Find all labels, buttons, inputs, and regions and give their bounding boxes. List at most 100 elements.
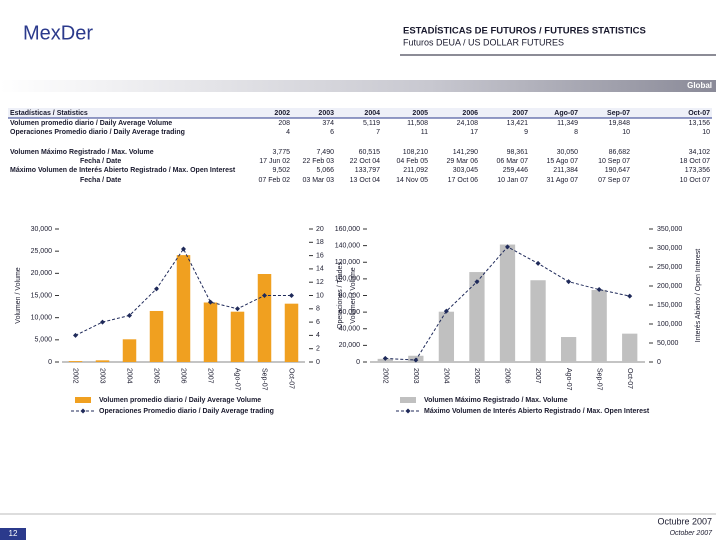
legend-label: Volumen promedio diario / Daily Average … [99, 397, 261, 404]
y-tick-label: 20,000 [31, 270, 53, 277]
bar [622, 333, 638, 362]
band-label: Global [687, 81, 712, 90]
y2-tick-label: 4 [316, 332, 320, 339]
line-marker [505, 244, 510, 250]
table-cell: 07 Sep 07 [598, 177, 630, 184]
x-tick-label: 2007 [534, 368, 541, 384]
table-cell: 3,775 [272, 149, 290, 156]
line-marker [413, 357, 419, 363]
table-cell: 11,349 [557, 120, 578, 127]
table-cell: 13 Oct 04 [350, 177, 380, 184]
column-header: 2006 [462, 110, 478, 117]
table-cell: 303,045 [453, 167, 478, 174]
column-header: Ago-07 [554, 110, 578, 117]
table-cell: 14 Nov 05 [396, 177, 428, 184]
y-tick-label: 25,000 [31, 248, 53, 255]
line-marker [289, 293, 294, 298]
legend-marker [80, 408, 86, 414]
legend-marker [405, 408, 411, 414]
table-cell: 190,647 [605, 167, 630, 174]
line-marker [596, 287, 602, 293]
bar [469, 272, 485, 362]
page-number: 12 [9, 529, 18, 538]
bar [284, 303, 299, 362]
y2-tick-label: 0 [657, 359, 661, 366]
y-tick-label: 160,000 [335, 226, 360, 233]
bar [499, 244, 516, 362]
table-cell: 374 [322, 120, 334, 127]
table-cell: 06 Mar 07 [496, 158, 528, 165]
y-tick-label: 15,000 [31, 292, 53, 299]
y2-axis-title: Interés Abierto / Open Interest [695, 249, 702, 342]
y-tick-label: 100,000 [335, 276, 360, 283]
x-tick-label: Sep-07 [261, 368, 268, 391]
table-cell: 86,682 [609, 149, 631, 156]
y2-tick-label: 0 [316, 359, 320, 366]
bar [591, 289, 607, 362]
table-cell: 208 [278, 120, 290, 127]
table-cell: 17 Oct 06 [448, 177, 478, 184]
table-cell: 6 [330, 129, 334, 136]
table-cell: 22 Feb 03 [302, 158, 334, 165]
y2-tick-label: 8 [316, 306, 320, 313]
row-label: Fecha / Date [80, 158, 121, 165]
bar [203, 302, 218, 362]
x-tick-label: Oct-07 [626, 368, 633, 389]
y-tick-label: 5,000 [34, 337, 52, 344]
x-tick-label: 2006 [504, 368, 511, 384]
legend-swatch [400, 397, 416, 403]
y2-tick-label: 150,000 [657, 302, 682, 309]
line-marker [535, 260, 541, 266]
x-tick-label: 2004 [126, 368, 133, 384]
table-cell: 11 [421, 129, 428, 136]
table-cell: 15 Ago 07 [546, 158, 578, 165]
table-cell: 22 Oct 04 [350, 158, 380, 165]
table-cell: 108,210 [403, 149, 428, 156]
x-tick-label: 2005 [153, 368, 160, 384]
y-axis-title: Volumen / Volume [15, 267, 22, 324]
table-cell: 07 Feb 02 [258, 177, 290, 184]
bar [257, 274, 272, 362]
table-cell: 10 [622, 129, 630, 136]
row-label: Operaciones Promedio diario / Daily Aver… [10, 129, 185, 136]
table-cell: 9 [524, 129, 528, 136]
x-tick-label: 2004 [443, 368, 450, 384]
column-header: 2003 [318, 110, 334, 117]
table-cell: 18 Oct 07 [680, 158, 710, 165]
y2-axis-title: Operaciones / Trades [337, 262, 344, 329]
line-marker [208, 299, 213, 305]
table-cell: 19,848 [609, 120, 631, 127]
column-header: 2007 [512, 110, 528, 117]
x-tick-label: 2007 [207, 368, 214, 384]
x-tick-label: 2003 [99, 368, 106, 384]
chart-volume: 0 5,000 10,000 15,000 20,000 25,000 30,000 0 2 4 6… [15, 226, 344, 415]
y-tick-label: 0 [48, 359, 52, 366]
y-tick-label: 140,000 [335, 242, 360, 249]
x-tick-label: 2002 [381, 368, 388, 384]
row-label: Máximo Volumen de Interés Abierto Regist… [10, 167, 236, 174]
page-box [0, 528, 26, 540]
table-cell: 7 [376, 129, 380, 136]
table-cell: 03 Mar 03 [302, 177, 334, 184]
footer-date: Octubre 2007 [657, 516, 712, 526]
y2-tick-label: 250,000 [657, 264, 682, 271]
table-cell: 10 Oct 07 [680, 177, 710, 184]
table-cell: 10 Sep 07 [598, 158, 630, 165]
table-cell: 31 Ago 07 [546, 177, 578, 184]
line-marker [566, 279, 572, 285]
table-cell: 29 Mar 06 [446, 158, 478, 165]
row-label: Fecha / Date [80, 177, 121, 184]
table-cell: 10 Jan 07 [497, 177, 528, 184]
y-tick-label: 30,000 [31, 226, 53, 233]
table-cell: 10 [702, 129, 710, 136]
x-tick-label: 2003 [412, 368, 419, 384]
line-marker [100, 319, 105, 325]
column-header: Estadísticas / Statistics [10, 110, 88, 117]
column-header: 2004 [364, 110, 380, 117]
line-marker [154, 286, 159, 292]
column-header: Oct-07 [688, 110, 710, 117]
y2-tick-label: 100,000 [657, 321, 682, 328]
table-cell: 211,092 [403, 167, 428, 174]
y-tick-label: 80,000 [339, 292, 361, 299]
